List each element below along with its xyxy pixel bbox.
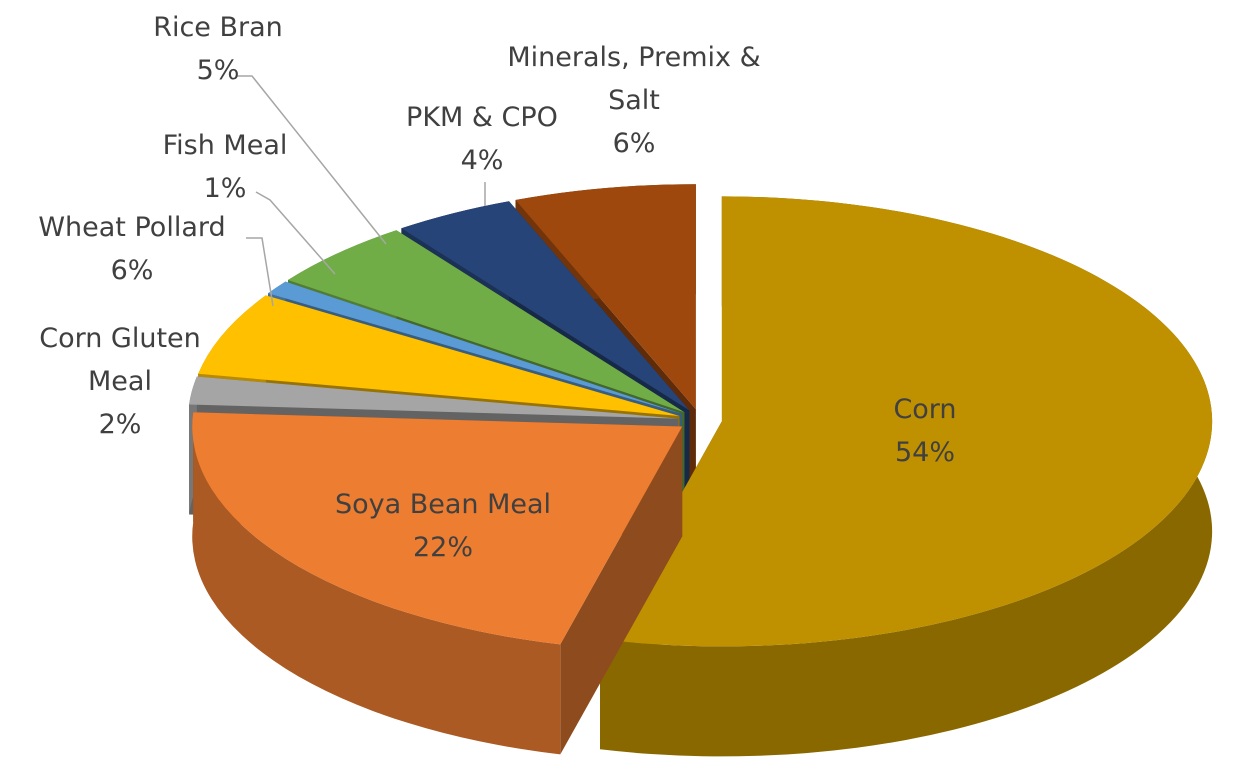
data-label: Wheat Pollard 6%	[12, 206, 252, 292]
slice	[189, 376, 679, 419]
data-label: Soya Bean Meal 22%	[293, 483, 593, 569]
value-label: 6%	[612, 128, 656, 159]
category-label: Wheat Pollard	[38, 212, 226, 243]
leader-line	[246, 237, 274, 307]
leader-line	[236, 75, 387, 245]
slices	[189, 184, 1213, 757]
data-label: Fish Meal 1%	[135, 124, 315, 210]
slice	[515, 184, 696, 410]
category-label: Corn Gluten Meal	[39, 323, 201, 397]
category-label: Corn	[893, 394, 957, 425]
category-label: Rice Bran	[153, 12, 283, 43]
slice	[401, 201, 690, 411]
data-label: Corn Gluten Meal 2%	[15, 317, 225, 446]
data-label: Minerals, Premix & Salt 6%	[484, 36, 784, 165]
value-label: 54%	[894, 437, 955, 468]
data-label: Corn 54%	[825, 388, 1025, 474]
slice	[268, 281, 682, 414]
slice	[600, 196, 1213, 647]
value-label: 6%	[110, 255, 154, 286]
value-label: 2%	[98, 409, 142, 440]
category-label: Minerals, Premix & Salt	[507, 42, 761, 116]
data-label: PKM & CPO 4%	[372, 96, 592, 182]
leader-line	[255, 191, 336, 275]
leader-lines	[236, 75, 486, 307]
category-label: PKM & CPO	[406, 102, 558, 133]
value-label: 1%	[203, 173, 247, 204]
category-label: Soya Bean Meal	[334, 489, 552, 520]
category-label: Fish Meal	[162, 130, 288, 161]
value-label: 5%	[196, 55, 240, 86]
data-label: Rice Bran 5%	[118, 6, 318, 92]
value-label: 4%	[460, 145, 504, 176]
slice-wall	[192, 412, 561, 755]
value-label: 22%	[412, 532, 473, 563]
slice	[198, 295, 680, 416]
slice	[288, 230, 685, 413]
slice	[192, 412, 683, 645]
